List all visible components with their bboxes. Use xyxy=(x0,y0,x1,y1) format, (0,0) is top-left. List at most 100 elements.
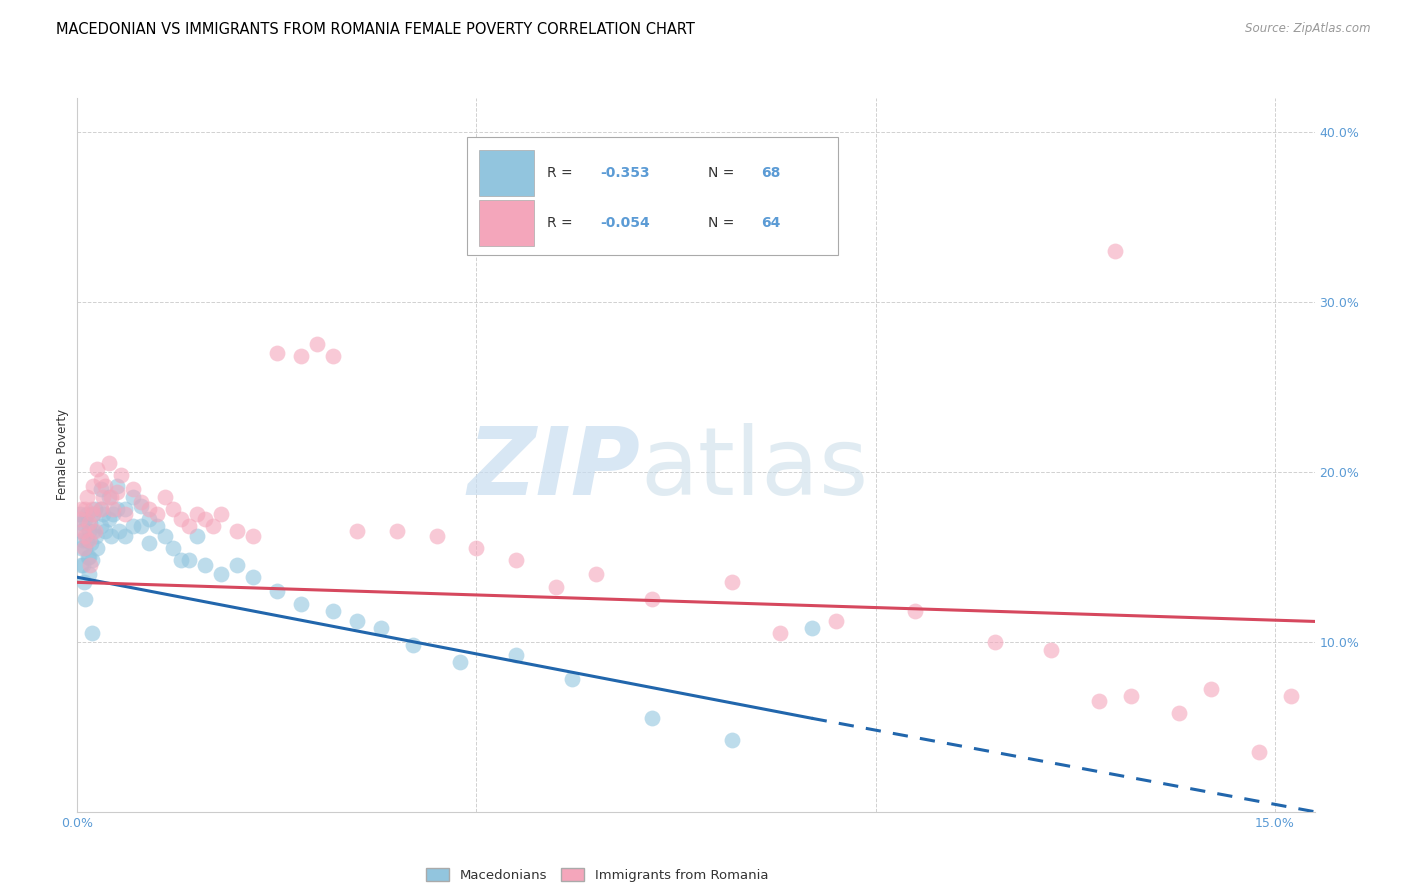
Point xyxy=(80,553,103,567)
Point xyxy=(75,541,97,556)
Point xyxy=(100,491,122,505)
Point xyxy=(103,502,125,516)
FancyBboxPatch shape xyxy=(467,137,838,255)
Point xyxy=(202,519,225,533)
Point xyxy=(450,655,472,669)
Point xyxy=(91,491,114,505)
Point xyxy=(146,519,169,533)
Point xyxy=(290,350,312,364)
Point xyxy=(226,558,249,573)
Point xyxy=(1247,745,1270,759)
Point xyxy=(209,508,232,522)
Point xyxy=(80,536,103,550)
Point xyxy=(585,566,607,581)
Point xyxy=(800,621,823,635)
Point xyxy=(346,615,368,629)
Point xyxy=(70,516,93,530)
Point xyxy=(70,541,93,556)
Point xyxy=(79,524,101,539)
Point xyxy=(546,581,568,595)
Point xyxy=(1088,694,1111,708)
Point xyxy=(177,553,200,567)
Point xyxy=(769,626,792,640)
Point xyxy=(90,502,112,516)
Point xyxy=(170,553,193,567)
Point xyxy=(194,512,217,526)
Point xyxy=(984,635,1007,649)
Point xyxy=(83,502,105,516)
Point xyxy=(146,508,169,522)
Point xyxy=(401,638,423,652)
Point xyxy=(129,499,152,513)
Point xyxy=(83,524,105,539)
Point xyxy=(72,524,94,539)
Text: -0.054: -0.054 xyxy=(600,216,651,230)
Text: 68: 68 xyxy=(762,166,780,180)
Point xyxy=(90,482,112,496)
Point xyxy=(82,478,104,492)
Point xyxy=(242,529,264,543)
Point xyxy=(153,529,176,543)
Point xyxy=(75,512,97,526)
FancyBboxPatch shape xyxy=(479,200,534,246)
Point xyxy=(721,733,744,747)
Text: 64: 64 xyxy=(762,216,780,230)
Y-axis label: Female Poverty: Female Poverty xyxy=(56,409,69,500)
Text: ZIP: ZIP xyxy=(467,423,640,516)
Point xyxy=(177,519,200,533)
Point xyxy=(105,485,128,500)
Point xyxy=(465,541,488,556)
Point xyxy=(322,350,344,364)
Point xyxy=(82,524,104,539)
Point xyxy=(79,533,101,547)
Point xyxy=(82,508,104,522)
Point xyxy=(209,566,232,581)
Point xyxy=(84,529,107,543)
Point xyxy=(721,575,744,590)
Point xyxy=(108,524,131,539)
Point xyxy=(561,672,583,686)
Point xyxy=(105,478,128,492)
Text: N =: N = xyxy=(709,166,740,180)
Point xyxy=(73,592,96,607)
Point xyxy=(1119,689,1142,703)
Point xyxy=(69,512,91,526)
Text: -0.353: -0.353 xyxy=(600,166,651,180)
Point xyxy=(73,541,96,556)
Point xyxy=(641,592,664,607)
Point xyxy=(186,529,208,543)
Point xyxy=(98,457,121,471)
Point xyxy=(1167,706,1189,721)
Text: R =: R = xyxy=(547,166,578,180)
Text: Source: ZipAtlas.com: Source: ZipAtlas.com xyxy=(1246,22,1371,36)
Point xyxy=(138,512,160,526)
Point xyxy=(110,468,132,483)
Point xyxy=(1104,244,1126,258)
Point xyxy=(80,502,103,516)
Point xyxy=(75,502,97,516)
Point xyxy=(1199,682,1222,697)
Point xyxy=(170,512,193,526)
Point xyxy=(82,626,104,640)
Point xyxy=(72,533,94,547)
Point xyxy=(186,508,208,522)
Point xyxy=(90,474,112,488)
Point xyxy=(86,461,108,475)
Text: N =: N = xyxy=(709,216,740,230)
Point xyxy=(91,508,114,522)
Point xyxy=(105,502,128,516)
Point xyxy=(76,491,98,505)
Point xyxy=(266,346,288,360)
Point xyxy=(90,502,112,516)
Point xyxy=(904,604,927,618)
Point xyxy=(69,524,91,539)
Point xyxy=(129,495,152,509)
Point xyxy=(79,516,101,530)
Point xyxy=(76,508,98,522)
Point xyxy=(76,549,98,564)
Point xyxy=(1040,643,1063,657)
Point xyxy=(94,524,117,539)
Point xyxy=(98,512,121,526)
Point xyxy=(138,502,160,516)
Point xyxy=(77,566,100,581)
